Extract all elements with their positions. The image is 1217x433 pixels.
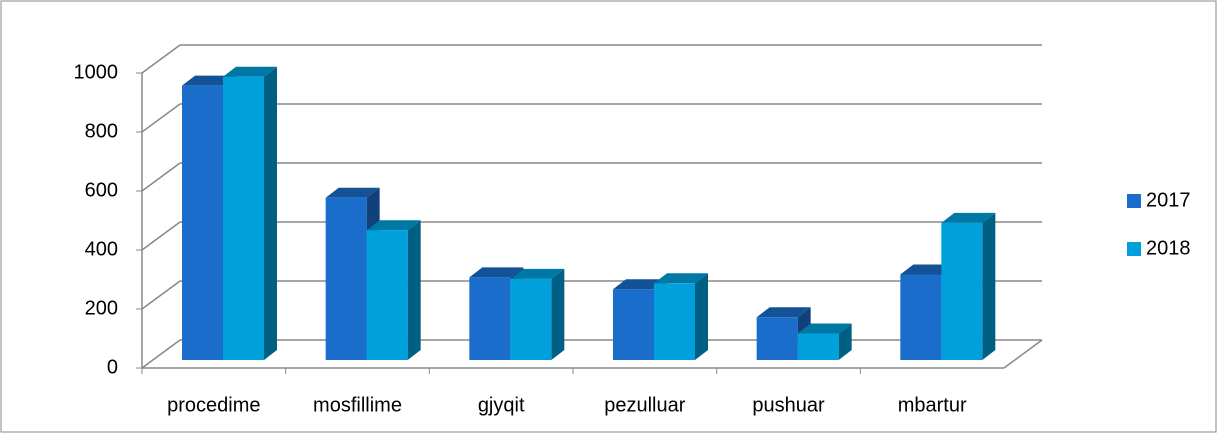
bar	[510, 278, 552, 360]
legend-label: 2017	[1146, 189, 1191, 211]
x-tick-label: mosfillime	[313, 394, 402, 416]
bar-side	[838, 323, 852, 360]
bar-top	[223, 66, 277, 77]
y-tick-label: 200	[85, 297, 118, 319]
grid-line-side	[141, 280, 181, 310]
grid-line-side	[141, 221, 181, 251]
x-tick-label: procedime	[167, 394, 260, 416]
y-tick-label: 400	[85, 238, 118, 260]
bar	[613, 289, 654, 360]
bar	[182, 85, 223, 361]
y-tick-label: 600	[85, 179, 118, 201]
bar	[325, 197, 367, 360]
bar-top	[756, 307, 811, 318]
bar-top	[654, 273, 708, 284]
bar	[366, 230, 408, 360]
bar-top	[325, 187, 380, 198]
bar-top	[941, 212, 996, 223]
legend-swatch	[1127, 194, 1141, 208]
bar-top	[797, 323, 852, 334]
bar	[654, 283, 695, 360]
legend-swatch	[1127, 242, 1141, 256]
y-tick-label: 800	[85, 120, 118, 142]
bar	[756, 317, 798, 360]
bar	[223, 76, 264, 361]
x-tick-label: mbartur	[898, 394, 967, 416]
bar-top	[366, 220, 421, 231]
bar-top	[182, 75, 236, 86]
floor-edge	[1003, 339, 1043, 369]
bar-side	[407, 220, 421, 360]
bar	[900, 274, 942, 360]
bar-top	[900, 264, 955, 275]
grid-line-side	[141, 339, 181, 369]
bar-side	[264, 66, 277, 361]
bar	[797, 333, 839, 360]
bar-side	[982, 212, 996, 360]
x-tick-label: gjyqit	[478, 394, 525, 416]
y-tick-label: 1000	[74, 61, 119, 83]
legend-label: 2018	[1146, 237, 1191, 259]
grid-line-side	[141, 103, 181, 133]
bar-side	[551, 268, 565, 360]
bar	[941, 222, 983, 360]
x-tick-label: pezulluar	[604, 394, 686, 416]
y-tick-label: 0	[107, 356, 118, 378]
bar-top	[510, 268, 565, 279]
bar-side	[695, 273, 708, 360]
bar-top	[469, 267, 524, 278]
bar-top	[613, 279, 667, 290]
grid-line-side	[141, 162, 181, 192]
x-tick-label: pushuar	[752, 394, 825, 416]
bar	[469, 277, 511, 360]
grid-line-side	[141, 44, 181, 74]
